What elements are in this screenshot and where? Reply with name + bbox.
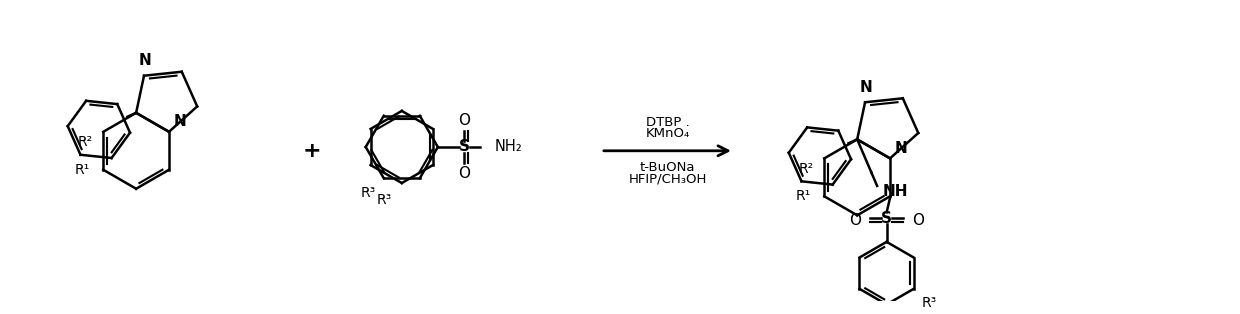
Text: R²: R² <box>799 162 813 176</box>
Text: R³: R³ <box>361 186 376 200</box>
Text: O: O <box>849 213 862 228</box>
Text: O: O <box>911 213 924 228</box>
Text: N: N <box>895 141 908 155</box>
Text: +: + <box>303 141 321 161</box>
Text: R²: R² <box>78 135 93 149</box>
Text: O: O <box>459 113 470 128</box>
Text: R¹: R¹ <box>74 163 91 177</box>
Text: NH: NH <box>883 184 909 199</box>
Text: R¹: R¹ <box>796 189 811 203</box>
Text: N: N <box>139 53 151 68</box>
Text: S: S <box>459 139 470 154</box>
Text: NH₂: NH₂ <box>495 139 522 154</box>
Text: R³: R³ <box>921 296 936 311</box>
Text: R³: R³ <box>377 192 392 207</box>
Text: S: S <box>882 211 892 226</box>
Text: N: N <box>859 80 873 95</box>
Text: KMnO₄: KMnO₄ <box>645 127 689 140</box>
Text: HFIP/CH₃OH: HFIP/CH₃OH <box>629 173 707 186</box>
Text: t-BuONa: t-BuONa <box>640 161 696 174</box>
Text: DTBP .: DTBP . <box>646 116 689 129</box>
Text: O: O <box>459 166 470 181</box>
Text: N: N <box>174 114 186 129</box>
